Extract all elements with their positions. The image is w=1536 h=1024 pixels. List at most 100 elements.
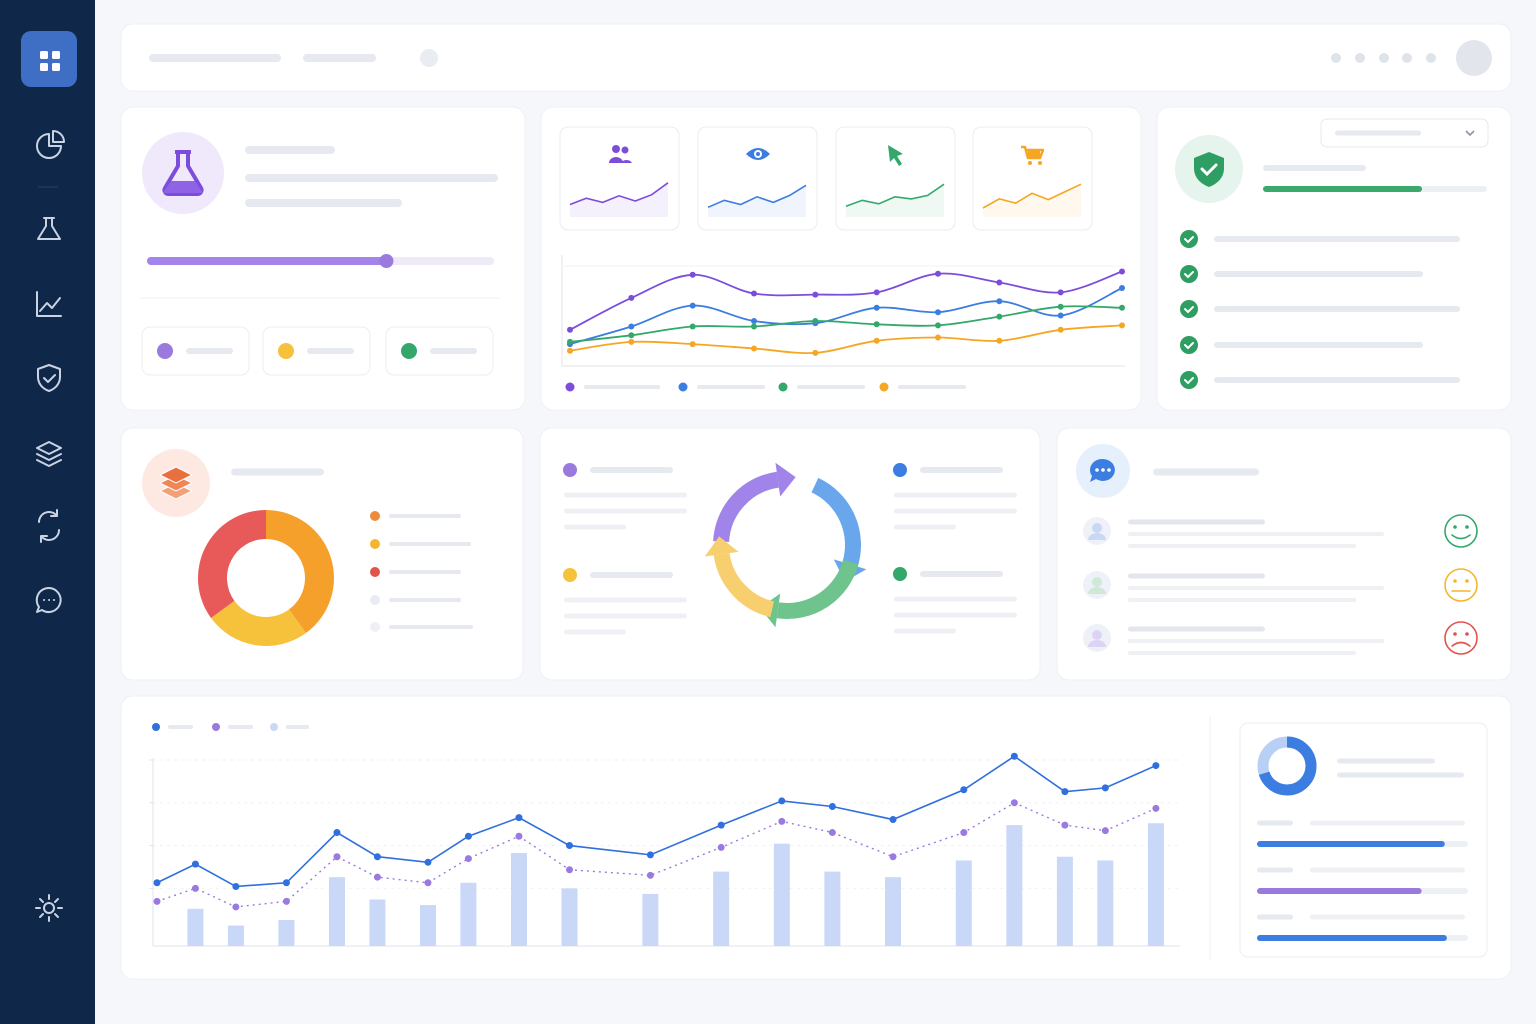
line-point bbox=[628, 294, 635, 301]
placeholder-line bbox=[1214, 236, 1460, 242]
metric-tile[interactable] bbox=[559, 126, 680, 231]
line-point bbox=[1119, 322, 1125, 329]
icon-part bbox=[612, 145, 620, 153]
nav-item[interactable] bbox=[21, 498, 77, 554]
nav-item[interactable] bbox=[21, 350, 77, 406]
top-bar bbox=[120, 23, 1512, 92]
cycle-arc bbox=[811, 477, 861, 567]
line-point bbox=[373, 853, 381, 861]
legend-dot bbox=[370, 511, 380, 521]
legend-dot bbox=[212, 723, 220, 731]
sentiment-icon[interactable] bbox=[1444, 621, 1478, 655]
nav-icon-square bbox=[52, 63, 60, 71]
line-point bbox=[333, 853, 341, 861]
step-dot bbox=[563, 568, 577, 582]
cursor-icon bbox=[888, 145, 903, 166]
sentiment-icon[interactable] bbox=[1444, 568, 1478, 602]
nav-icon bbox=[37, 364, 61, 392]
bar bbox=[1006, 825, 1023, 946]
line-point bbox=[646, 851, 654, 859]
placeholder-line bbox=[1128, 532, 1384, 536]
line-point bbox=[282, 879, 290, 887]
placeholder-line bbox=[894, 596, 1017, 602]
bar bbox=[227, 925, 244, 946]
legend-dot bbox=[778, 382, 788, 392]
placeholder-line bbox=[149, 54, 281, 62]
icon-part bbox=[1095, 468, 1099, 472]
nav-dashboard[interactable] bbox=[21, 31, 77, 87]
check bbox=[1184, 236, 1194, 244]
line-point bbox=[751, 318, 757, 324]
chevron bbox=[1465, 130, 1475, 137]
icon-part bbox=[1453, 525, 1457, 529]
placeholder-line bbox=[389, 570, 461, 574]
cycle-card bbox=[539, 427, 1041, 681]
placeholder-line bbox=[1128, 519, 1265, 525]
placeholder-line bbox=[898, 385, 966, 389]
line-point bbox=[1152, 804, 1160, 812]
sparkline bbox=[707, 184, 807, 209]
icon-part bbox=[1107, 468, 1111, 472]
cycle-arc bbox=[713, 471, 780, 543]
legend-dot bbox=[152, 723, 160, 731]
metric-tile[interactable] bbox=[972, 126, 1093, 231]
nav-icon bbox=[35, 586, 62, 613]
legend-dot bbox=[370, 622, 380, 632]
line-point bbox=[515, 832, 523, 840]
line-point bbox=[873, 321, 880, 328]
line-point bbox=[889, 853, 897, 861]
icon-part bbox=[1101, 468, 1105, 472]
avatar[interactable] bbox=[1456, 40, 1492, 76]
check-badge bbox=[1180, 336, 1198, 354]
nav-icon-square bbox=[52, 51, 60, 59]
sentiment-icon[interactable] bbox=[1444, 514, 1478, 548]
metric-tile[interactable] bbox=[835, 126, 956, 231]
placeholder-line bbox=[894, 628, 956, 634]
nav-item[interactable] bbox=[21, 201, 77, 257]
line-point bbox=[960, 829, 968, 837]
line-point bbox=[1101, 784, 1109, 792]
placeholder-line bbox=[245, 146, 335, 154]
line-point bbox=[567, 338, 573, 345]
placeholder-line bbox=[186, 348, 233, 354]
check bbox=[1184, 271, 1194, 279]
line-point bbox=[1101, 827, 1109, 835]
line-series bbox=[569, 324, 1123, 355]
placeholder-line bbox=[430, 348, 477, 354]
line-point bbox=[778, 817, 786, 825]
legend-dot bbox=[278, 343, 294, 359]
sparkline-area bbox=[983, 184, 1081, 217]
line-point bbox=[191, 884, 199, 892]
placeholder-line bbox=[1128, 639, 1384, 643]
line-point bbox=[778, 797, 786, 805]
check bbox=[1184, 306, 1194, 314]
nav-item[interactable] bbox=[21, 880, 77, 936]
placeholder-line bbox=[920, 467, 1003, 473]
icon-part bbox=[756, 152, 760, 156]
toolbar-dot bbox=[1379, 53, 1389, 63]
placeholder-line bbox=[697, 385, 765, 389]
bar bbox=[955, 860, 972, 946]
sparkline bbox=[569, 182, 669, 206]
bar bbox=[1147, 823, 1164, 946]
toolbar-dot bbox=[1331, 53, 1341, 63]
line-point bbox=[1010, 799, 1018, 807]
placeholder-line bbox=[797, 385, 865, 389]
cycle-arrowhead bbox=[775, 462, 796, 497]
legend-dot bbox=[678, 382, 688, 392]
line-point bbox=[424, 879, 432, 887]
metric-tile[interactable] bbox=[697, 126, 818, 231]
line-point bbox=[717, 821, 725, 829]
step-dot bbox=[893, 463, 907, 477]
line-point bbox=[828, 829, 836, 837]
line-point bbox=[873, 304, 880, 311]
line-point bbox=[1119, 268, 1125, 275]
placeholder-line bbox=[307, 348, 354, 354]
legend-dot bbox=[157, 343, 173, 359]
line-point bbox=[751, 345, 757, 352]
bar bbox=[1097, 860, 1114, 946]
line-point bbox=[567, 347, 573, 354]
legend-dot bbox=[879, 382, 889, 392]
line-point bbox=[996, 313, 1003, 320]
placeholder-line bbox=[564, 613, 687, 619]
